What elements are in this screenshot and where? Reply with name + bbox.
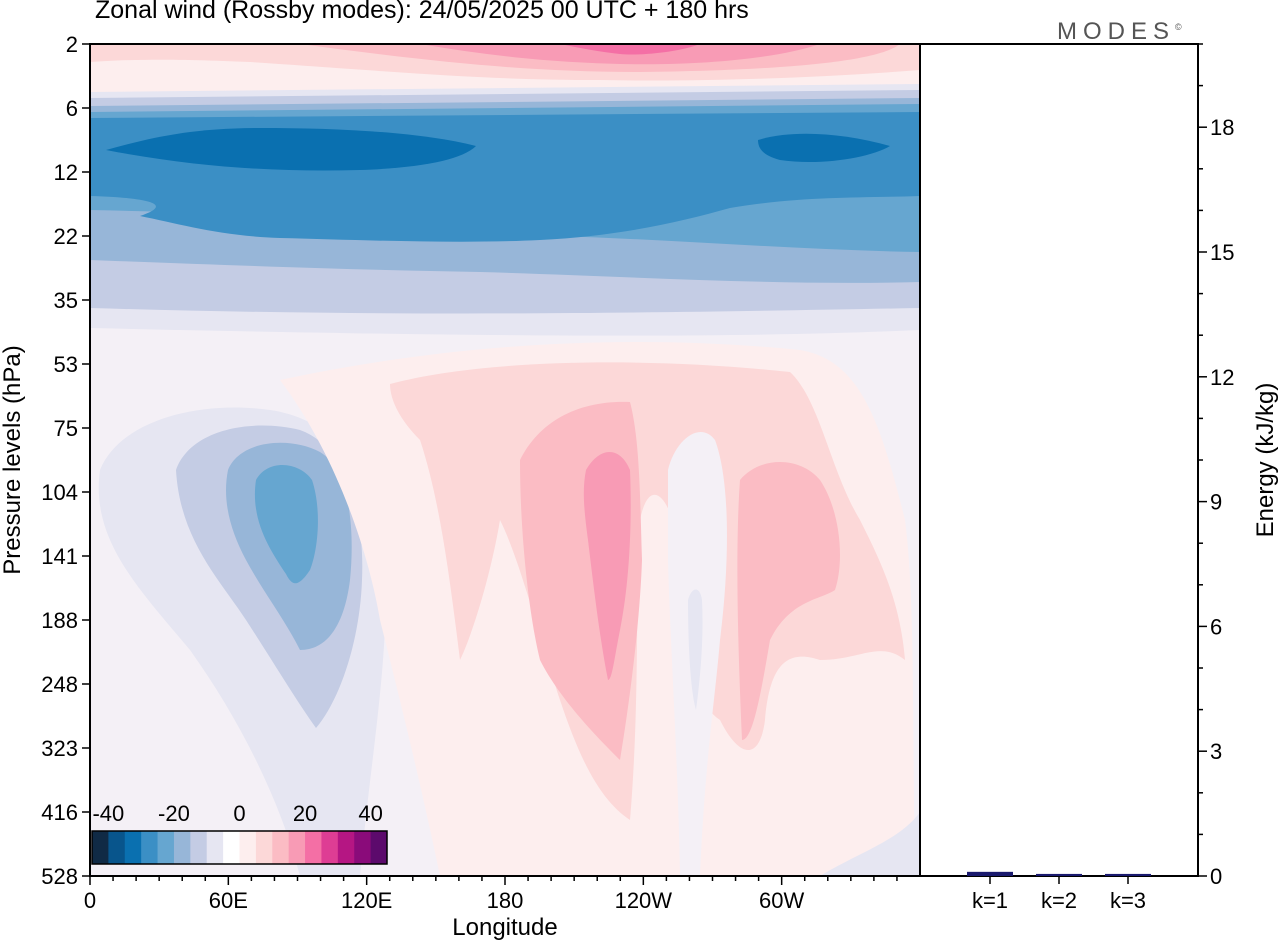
westerly-cell [737,462,840,740]
longitude-axis: 0 60E 120E 180 120W 60W [84,876,898,913]
colorbar-swatch [239,831,257,864]
energy-tick-label: 0 [1210,864,1222,889]
y-tick-label: 323 [41,736,78,761]
colorbar-swatch [305,831,322,864]
y-tick-label: 35 [54,288,78,313]
colorbar-swatch [190,831,208,864]
x-tick-label: 60E [209,888,248,913]
zonal-wind-heatmap [90,44,920,876]
colorbar-tick-label: -20 [158,801,190,826]
energy-category-label: k=2 [1041,888,1077,913]
pressure-axis: 2 6 12 22 35 53 75 104 141 188 248 323 416 528 [41,32,90,889]
easterly-cell-level-4 [254,464,318,584]
colorbar-swatch [92,831,109,864]
energy-bar [1036,873,1082,876]
logo-text: MODES [1057,18,1176,45]
y-tick-label: 6 [66,96,78,121]
energy-bar [1105,873,1151,876]
colorbar-tick-label: 40 [358,801,382,826]
y-tick-label: 248 [41,672,78,697]
westerly-cell-level-4 [583,452,631,680]
chart-title: Zonal wind (Rossby modes): 24/05/2025 00… [95,0,749,24]
colorbar-swatch [206,831,224,864]
colorbar-tick-label: -40 [92,801,124,826]
energy-tick-label: 9 [1210,490,1222,515]
westerly-core [420,44,820,65]
colorbar-swatch [272,831,290,864]
energy-panel-frame [919,43,1199,877]
y-tick-label: 188 [41,608,78,633]
x-tick-label: 120E [341,888,392,913]
colorbar-swatch [354,831,372,864]
colorbar-frame [91,830,388,865]
y-tick-label: 53 [54,352,78,377]
colorbar-swatch [223,831,240,864]
energy-bar [967,871,1013,876]
westerly-core-level-2 [560,44,700,55]
colorbar-swatch [288,831,306,864]
energy-axis-title: Energy (kJ/kg) [1252,383,1279,538]
y-tick-label: 141 [41,544,78,569]
y-tick-label: 75 [54,416,78,441]
x-axis-title: Longitude [452,914,557,941]
near-zero-channel-level-2 [688,589,703,710]
energy-tick-label: 6 [1210,614,1222,639]
x-tick-label: 120W [615,888,673,913]
colorbar-swatch [255,831,273,864]
x-tick-label: 60W [759,888,804,913]
colorbar-swatch [157,831,175,864]
colorbar-swatch [124,831,142,864]
copyright-mark: © [1175,22,1182,32]
y-tick-label: 416 [41,800,78,825]
y-tick-label: 22 [54,224,78,249]
colorbar-tick-label: 0 [233,801,245,826]
surface-easterly-patch [820,812,920,876]
colorbar-tick-label: 20 [293,801,317,826]
colorbar-swatch [173,831,191,864]
colorbar-swatch [141,831,159,864]
easterly-core [106,128,476,171]
energy-bar-chart: 0 3 6 9 12 15 18 k=1 k=2 k=3 [967,43,1234,913]
colorbar: -40 -20 0 20 40 [91,801,388,865]
colorbar-swatch [321,831,339,864]
energy-tick-label: 3 [1210,739,1222,764]
x-tick-label: 0 [84,888,96,913]
colorbar-swatch [337,831,355,864]
modes-logo: MODES© [1057,18,1182,46]
y-tick-label: 12 [54,160,78,185]
energy-tick-label: 18 [1210,115,1234,140]
y-tick-label: 2 [66,32,78,57]
energy-tick-label: 12 [1210,365,1234,390]
energy-category-label: k=3 [1110,888,1146,913]
y-tick-label: 104 [41,480,78,505]
colorbar-swatch [108,831,126,864]
energy-category-label: k=1 [972,888,1008,913]
colorbar-swatch [370,831,388,864]
y-tick-label: 528 [41,864,78,889]
x-tick-label: 180 [487,888,524,913]
easterly-core [758,133,890,163]
y-axis-title: Pressure levels (hPa) [0,345,26,574]
energy-tick-label: 15 [1210,240,1234,265]
